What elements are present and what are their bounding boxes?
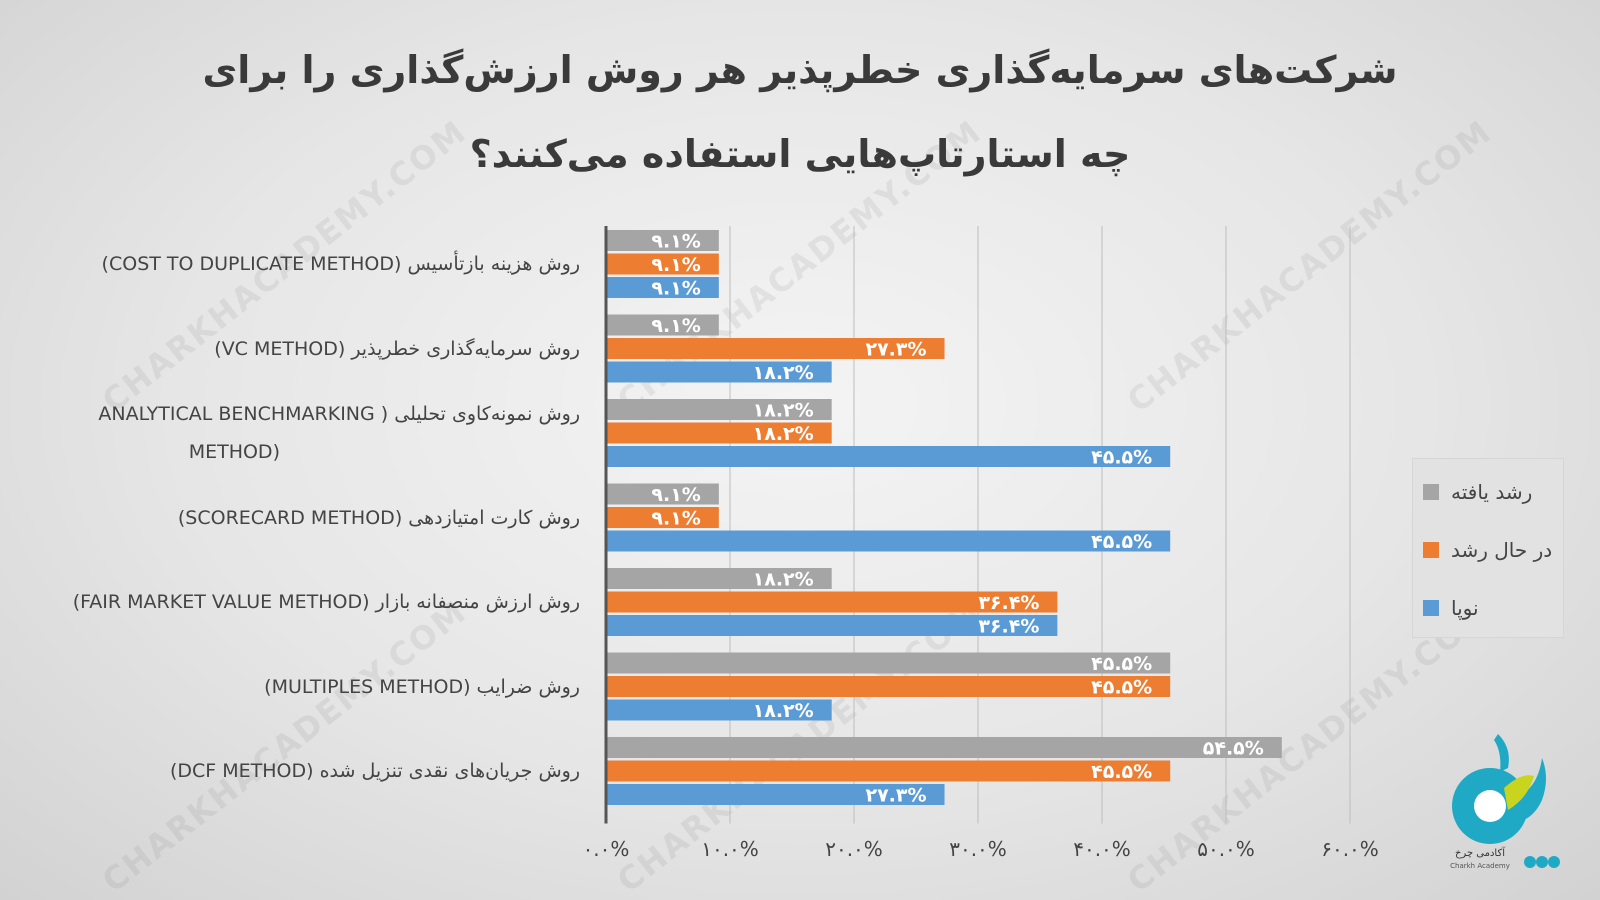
category-label: روش هزینه بازتأسیس (COST TO DUPLICATE ME… [101, 253, 580, 275]
bar [606, 483, 719, 505]
logo-caption: آکادمی چرخ [1455, 846, 1506, 859]
category-label: روش نمونه‌کاوی تحلیلی ( ANALYTICAL BENCH… [98, 403, 580, 425]
data-label: ۵۴.۵% [1203, 738, 1264, 760]
data-label: ۱۸.۲% [753, 423, 814, 445]
bar [606, 615, 1058, 636]
data-label: ۱۸.۲% [753, 400, 814, 422]
data-label: ۴۵.۵% [1091, 761, 1152, 783]
legend-swatch [1423, 600, 1439, 616]
data-label: ۲۷.۳% [865, 339, 926, 361]
data-label: ۳۶.۴% [978, 592, 1039, 614]
bar [606, 784, 945, 805]
category-label: روش جریان‌های نقدی تنزیل شده (DCF METHOD… [169, 760, 580, 782]
data-label: ۹.۱% [651, 508, 700, 530]
logo-subcaption: Charkh Academy [1450, 862, 1510, 870]
data-label: ۹.۱% [651, 484, 700, 506]
bar [606, 422, 832, 444]
bar [606, 253, 719, 275]
category-label: روش ارزش منصفانه بازار (FAIR MARKET VALU… [72, 591, 580, 613]
x-tick-label: ۴۰.۰% [1073, 837, 1131, 861]
bar [606, 530, 1171, 552]
bar [606, 314, 719, 336]
data-label: ۴۵.۵% [1091, 653, 1152, 675]
data-label: ۱۸.۲% [753, 362, 814, 384]
x-tick-label: ۵۰.۰% [1197, 837, 1255, 861]
data-label: ۴۵.۵% [1091, 677, 1152, 699]
bar [606, 446, 1171, 467]
legend-label: رشد یافته [1451, 480, 1533, 504]
category-label: روش سرمایه‌گذاری خطرپذیر (VC METHOD) [214, 337, 580, 360]
bar [606, 568, 832, 589]
bar [606, 591, 1058, 613]
bar [606, 652, 1171, 674]
bar [606, 338, 945, 359]
category-label: روش کارت امتیازدهی (SCORECARD METHOD) [177, 506, 580, 529]
legend-label: در حال رشد [1451, 538, 1553, 562]
data-label: ۹.۱% [651, 315, 700, 337]
legend: رشد یافته در حال رشد نوپا [1412, 458, 1564, 638]
data-label: ۲۷.۳% [865, 785, 926, 807]
category-label: روش ضرایب (MULTIPLES METHOD) [264, 675, 580, 698]
data-label: ۹.۱% [651, 278, 700, 300]
legend-swatch [1423, 484, 1439, 500]
bar [606, 277, 719, 298]
bar [606, 737, 1282, 758]
x-tick-label: ۰.۰% [583, 837, 630, 861]
data-label: ۴۵.۵% [1091, 447, 1152, 469]
data-label: ۴۵.۵% [1091, 531, 1152, 553]
bar [606, 399, 832, 420]
charkh-academy-logo: آکادمی چرخ Charkh Academy [1438, 728, 1568, 882]
chart-title: شرکت‌های سرمایه‌گذاری خطرپذیر هر روش ارز… [202, 48, 1398, 176]
data-label: ۹.۱% [651, 254, 700, 276]
bar [606, 676, 1171, 697]
bar [606, 699, 832, 721]
x-tick-label: ۳۰.۰% [949, 837, 1007, 861]
legend-item-grown: رشد یافته [1413, 477, 1563, 507]
legend-item-growing: در حال رشد [1413, 535, 1563, 565]
data-label: ۹.۱% [651, 231, 700, 253]
x-tick-label: ۲۰.۰% [825, 837, 883, 861]
bar [606, 760, 1171, 782]
data-label: ۱۸.۲% [753, 700, 814, 722]
category-label: (METHOD [188, 441, 280, 463]
bar [606, 507, 719, 528]
data-label: ۳۶.۴% [978, 616, 1039, 638]
legend-item-startup: نوپا [1413, 593, 1563, 623]
bar [606, 230, 719, 251]
x-tick-label: ۶۰.۰% [1321, 837, 1379, 861]
bar [606, 361, 832, 383]
legend-swatch [1423, 542, 1439, 558]
x-tick-label: ۱۰.۰% [701, 837, 759, 861]
data-label: ۱۸.۲% [753, 569, 814, 591]
legend-label: نوپا [1451, 596, 1479, 620]
